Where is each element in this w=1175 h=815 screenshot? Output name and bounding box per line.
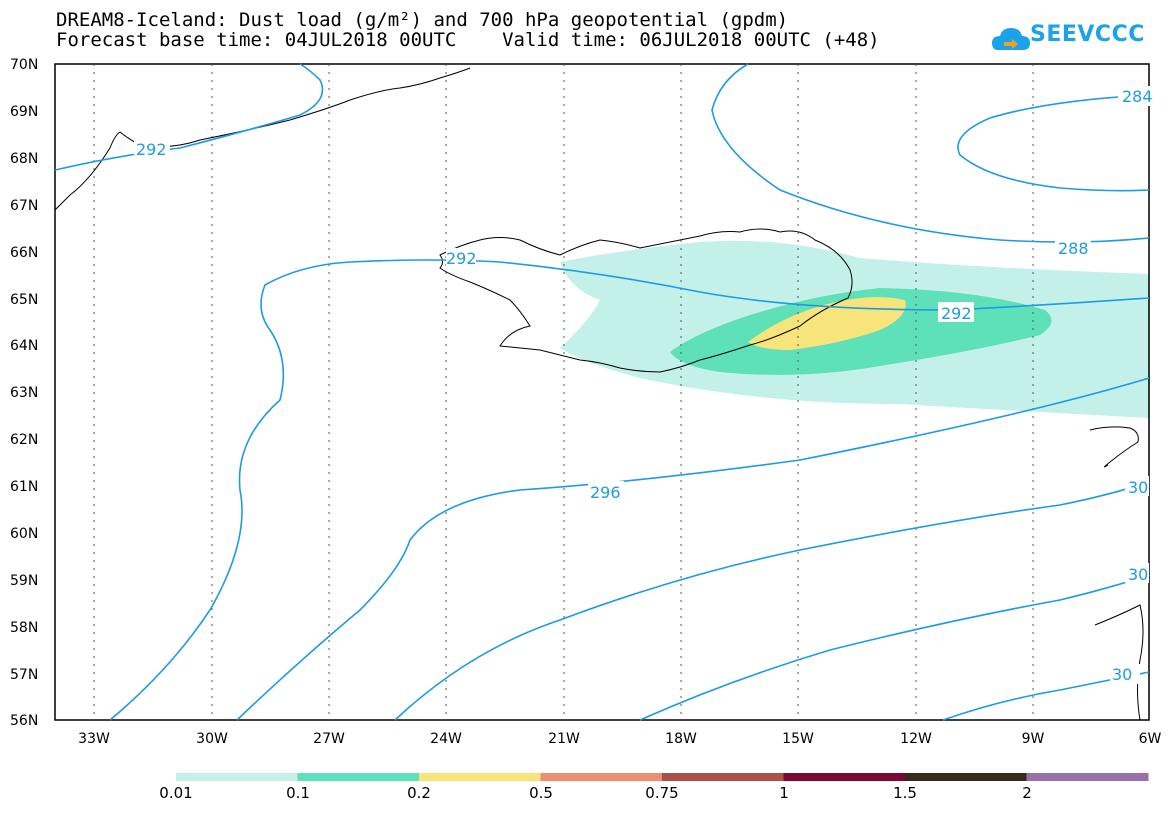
coastlines xyxy=(54,67,1144,721)
lat-tick: 62N xyxy=(10,432,38,448)
contour-label: 292 xyxy=(136,140,167,159)
lon-tick: 33W xyxy=(78,731,110,747)
colorbar-swatch xyxy=(540,773,663,781)
contour-label: 292 xyxy=(941,304,972,323)
contour-label: 30 xyxy=(1128,478,1148,497)
lat-tick: 58N xyxy=(10,620,38,636)
colorbar-label: 1.5 xyxy=(893,784,917,802)
lat-tick-labels: 70N 69N 68N 67N 66N 65N 64N 63N 62N 61N … xyxy=(10,57,38,729)
cloud-icon xyxy=(992,28,1030,50)
map-title: DREAM8-Iceland: Dust load (g/m²) and 700… xyxy=(56,9,789,31)
lat-tick: 70N xyxy=(10,57,38,73)
contour-label: 284 xyxy=(1122,87,1153,106)
lat-tick: 61N xyxy=(10,479,38,495)
lat-tick: 59N xyxy=(10,573,38,589)
map-frame xyxy=(54,63,1150,721)
lat-tick: 69N xyxy=(10,104,38,120)
geopotential-contours xyxy=(54,63,1150,721)
map-subtitle: Forecast base time: 04JUL2018 00UTC Vali… xyxy=(56,29,880,51)
lat-tick: 65N xyxy=(10,292,38,308)
lon-tick: 12W xyxy=(900,731,932,747)
lon-tick: 6W xyxy=(1139,731,1162,747)
contour-label: 288 xyxy=(1058,239,1089,258)
graticule xyxy=(93,64,1034,720)
lon-tick: 24W xyxy=(430,731,462,747)
colorbar-label: 0.75 xyxy=(645,784,679,802)
lat-tick: 60N xyxy=(10,526,38,542)
colorbar-label: 0.1 xyxy=(286,784,310,802)
colorbar-swatch xyxy=(176,773,298,781)
lon-tick-labels: 33W 30W 27W 24W 21W 18W 15W 12W 9W 6W xyxy=(78,731,1161,747)
colorbar xyxy=(176,773,1149,781)
contour-label: 30 xyxy=(1112,665,1132,684)
contour-label: 30 xyxy=(1128,565,1148,584)
colorbar-swatch xyxy=(905,773,1027,781)
dust-load-fill xyxy=(560,240,1150,418)
lon-tick: 18W xyxy=(665,731,697,747)
lon-tick: 27W xyxy=(313,731,345,747)
lat-tick: 66N xyxy=(10,245,38,261)
colorbar-swatch xyxy=(662,773,784,781)
lat-tick: 68N xyxy=(10,151,38,167)
colorbar-label: 0.01 xyxy=(159,784,193,802)
colorbar-swatch xyxy=(297,773,420,781)
lon-tick: 21W xyxy=(548,731,580,747)
contour-labels: 284 292 288 292 296 30 30 30 292 xyxy=(134,86,1153,684)
lon-tick: 9W xyxy=(1022,731,1045,747)
colorbar-label: 2 xyxy=(1022,784,1032,802)
contour-label: 292 xyxy=(446,249,477,268)
lon-tick: 15W xyxy=(782,731,814,747)
logo-text: SEEVCCC xyxy=(1030,22,1145,47)
lon-tick: 30W xyxy=(196,731,228,747)
lat-tick: 64N xyxy=(10,338,38,354)
colorbar-swatch xyxy=(783,773,906,781)
colorbar-swatch xyxy=(1026,773,1149,781)
colorbar-swatch xyxy=(419,773,541,781)
lat-tick: 57N xyxy=(10,667,38,683)
lat-tick: 67N xyxy=(10,198,38,214)
colorbar-label: 0.5 xyxy=(529,784,553,802)
colorbar-label: 0.2 xyxy=(407,784,431,802)
contour-label: 296 xyxy=(590,483,621,502)
colorbar-label: 1 xyxy=(779,784,789,802)
dust-zone-high xyxy=(748,297,906,350)
lat-tick: 56N xyxy=(10,713,38,729)
lat-tick: 63N xyxy=(10,385,38,401)
